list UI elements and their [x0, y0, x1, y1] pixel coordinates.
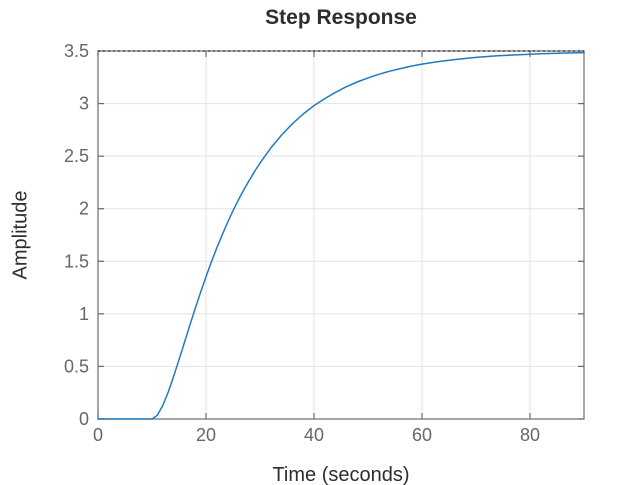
x-tick-label: 80	[520, 425, 540, 445]
chart-title: Step Response	[265, 6, 417, 29]
axes-box	[97, 50, 585, 420]
y-tick-label: 3	[79, 94, 89, 114]
y-tick-label: 0.5	[64, 356, 89, 376]
x-axis-label: Time (seconds)	[272, 464, 410, 485]
x-tick-label: 60	[412, 425, 432, 445]
y-tick-label: 3.5	[64, 41, 89, 61]
step-response-curve	[97, 51, 585, 420]
x-tick-label: 40	[304, 425, 324, 445]
y-tick-label: 2	[79, 199, 89, 219]
y-tick-label: 1	[79, 304, 89, 324]
y-tick-label: 2.5	[64, 146, 89, 166]
x-tick-label: 20	[196, 425, 216, 445]
x-tick-label: 0	[93, 425, 103, 445]
y-tick-label: 1.5	[64, 251, 89, 271]
y-tick-label: 0	[79, 409, 89, 429]
